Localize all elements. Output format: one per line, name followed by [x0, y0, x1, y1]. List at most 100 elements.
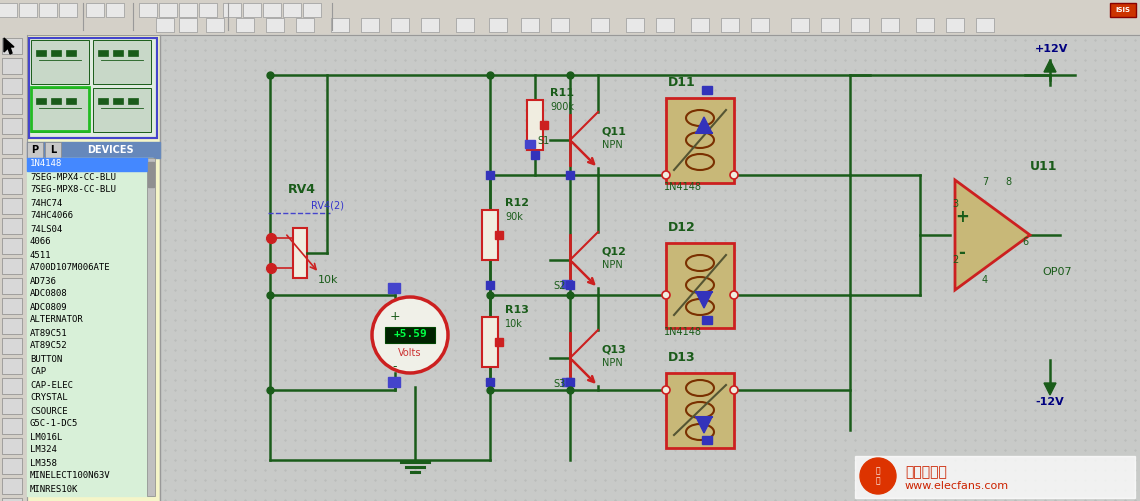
Bar — [702, 86, 712, 94]
Bar — [388, 283, 400, 293]
Bar — [36, 98, 46, 104]
Text: 7SEG-MPX8-CC-BLU: 7SEG-MPX8-CC-BLU — [30, 185, 116, 194]
Bar — [2, 218, 22, 234]
Circle shape — [730, 171, 738, 179]
Bar — [106, 3, 124, 17]
Bar — [2, 438, 22, 454]
Bar — [128, 50, 138, 56]
Bar — [263, 3, 280, 17]
Text: 6: 6 — [1021, 237, 1028, 247]
Bar — [821, 18, 839, 32]
Bar — [562, 378, 572, 386]
Text: 2: 2 — [952, 255, 959, 265]
Bar — [2, 138, 22, 154]
Bar — [656, 18, 674, 32]
Bar — [1110, 3, 1135, 17]
Bar — [917, 18, 934, 32]
Bar — [36, 50, 46, 56]
Polygon shape — [1044, 60, 1056, 72]
Bar — [486, 378, 494, 386]
Text: 3: 3 — [952, 199, 958, 209]
Bar — [495, 338, 503, 346]
Bar — [2, 278, 22, 294]
Bar — [565, 378, 575, 386]
Circle shape — [662, 291, 670, 299]
Bar — [2, 38, 22, 54]
Bar — [98, 50, 108, 56]
Bar — [39, 3, 57, 17]
Bar — [2, 478, 22, 494]
Text: 900k: 900k — [549, 102, 575, 112]
Bar — [223, 3, 241, 17]
Bar — [526, 140, 535, 148]
Bar — [482, 317, 498, 367]
Bar — [51, 50, 62, 56]
Polygon shape — [697, 292, 712, 308]
Bar — [27, 142, 160, 158]
Bar — [200, 3, 217, 17]
Text: ADC0808: ADC0808 — [30, 290, 67, 299]
Text: RV4: RV4 — [288, 183, 316, 196]
Bar — [855, 456, 1135, 498]
Text: 电子发烧友: 电子发烧友 — [905, 465, 947, 479]
Bar — [385, 327, 435, 343]
Bar — [0, 3, 17, 17]
Text: CAP: CAP — [30, 368, 46, 376]
Bar — [293, 228, 307, 278]
Bar — [19, 3, 36, 17]
Text: R12: R12 — [505, 198, 529, 208]
Text: ISIS: ISIS — [1116, 7, 1131, 13]
Text: DEVICES: DEVICES — [87, 145, 133, 155]
Bar — [283, 3, 301, 17]
Text: R13: R13 — [505, 305, 529, 315]
Text: 1N4148: 1N4148 — [663, 327, 702, 337]
Bar — [626, 18, 644, 32]
Bar — [158, 3, 177, 17]
Bar — [28, 38, 157, 138]
Bar — [179, 3, 197, 17]
Text: LM324: LM324 — [30, 445, 57, 454]
Bar — [2, 298, 22, 314]
Bar — [391, 18, 409, 32]
Bar — [0, 35, 27, 501]
Bar — [27, 142, 43, 158]
Bar — [850, 18, 869, 32]
Bar — [720, 18, 739, 32]
Text: LM358: LM358 — [30, 458, 57, 467]
Text: D12: D12 — [668, 221, 695, 234]
Bar — [243, 3, 261, 17]
Bar — [0, 35, 160, 501]
Text: U11: U11 — [1031, 160, 1058, 173]
Text: -: - — [959, 244, 966, 262]
Bar — [388, 377, 400, 387]
Bar — [2, 58, 22, 74]
Bar — [156, 18, 174, 32]
Bar — [147, 158, 155, 496]
Text: -12V: -12V — [1035, 397, 1064, 407]
Text: CSOURCE: CSOURCE — [30, 406, 67, 415]
Bar — [44, 142, 62, 158]
Bar — [2, 338, 22, 354]
Text: LM016L: LM016L — [30, 432, 63, 441]
Text: 90k: 90k — [505, 212, 523, 222]
Bar — [93, 88, 150, 132]
Bar — [521, 18, 539, 32]
Text: A700D107M006ATE: A700D107M006ATE — [30, 264, 111, 273]
Bar — [881, 18, 899, 32]
Bar — [28, 38, 157, 138]
Bar — [2, 238, 22, 254]
Text: 7SEG-MPX4-CC-BLU: 7SEG-MPX4-CC-BLU — [30, 172, 116, 181]
Bar — [702, 436, 712, 444]
Bar — [296, 18, 314, 32]
Bar — [482, 210, 498, 260]
Text: RV4(2): RV4(2) — [311, 200, 344, 210]
Text: 74LS04: 74LS04 — [30, 224, 63, 233]
Text: 4511: 4511 — [30, 250, 51, 260]
Bar — [51, 98, 62, 104]
Bar — [361, 18, 378, 32]
Bar — [421, 18, 439, 32]
Bar — [489, 18, 507, 32]
Bar — [666, 243, 734, 328]
Bar — [2, 98, 22, 114]
Text: 4: 4 — [982, 275, 988, 285]
